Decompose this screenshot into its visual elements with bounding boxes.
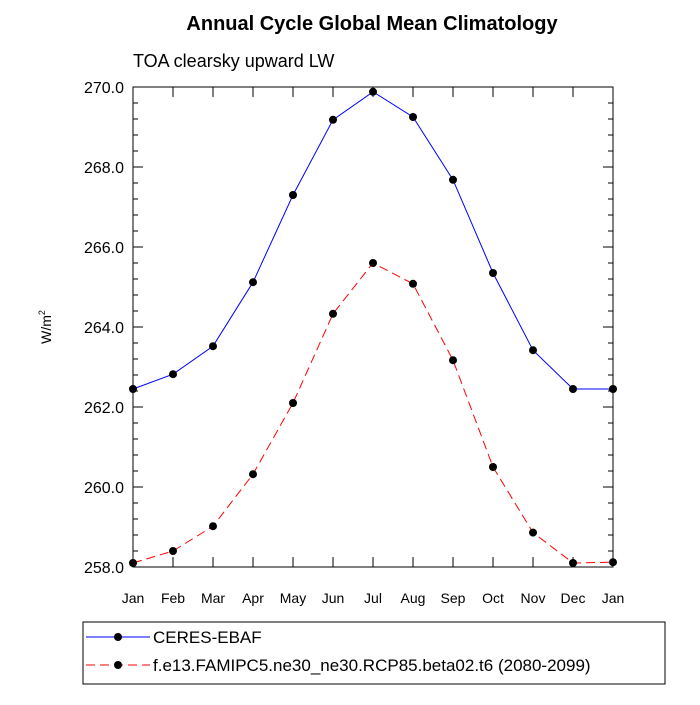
series-line-2	[132, 262, 614, 564]
chart-subtitle: TOA clearsky upward LW	[133, 51, 334, 71]
legend-marker	[114, 661, 122, 669]
chart-title: Annual Cycle Global Mean Climatology	[186, 13, 558, 35]
data-point	[569, 559, 577, 567]
x-tick-label: Oct	[482, 590, 504, 606]
series-line-1	[132, 91, 613, 390]
x-tick-label: Mar	[201, 590, 225, 606]
y-tick-label: 264.0	[84, 320, 124, 337]
legend-marker	[114, 633, 122, 641]
x-tick-label: Sep	[441, 590, 466, 606]
x-tick-label: Apr	[242, 590, 264, 606]
y-tick-label: 260.0	[84, 480, 124, 497]
legend-label-2: f.e13.FAMIPC5.ne30_ne30.RCP85.beta02.t6 …	[153, 656, 591, 675]
data-point	[409, 113, 417, 121]
legend-label-1: CERES-EBAF	[153, 628, 262, 647]
data-point	[289, 399, 297, 407]
x-tick-label: Feb	[161, 590, 185, 606]
x-axis: Jan Feb Mar Apr May Jun Jul Aug Sep Oct Nov Dec Jan	[122, 87, 625, 606]
series-layer	[129, 87, 617, 567]
data-point	[249, 470, 257, 479]
y-tick-label: 270.0	[84, 80, 124, 97]
y-tick-label: 258.0	[84, 560, 124, 577]
data-point	[529, 528, 537, 537]
y-tick-label: 268.0	[84, 160, 124, 177]
data-point	[329, 115, 337, 124]
x-tick-label: Dec	[561, 590, 586, 606]
y-axis-label: W/m2	[37, 310, 54, 344]
data-point	[529, 346, 537, 355]
x-tick-label: Jul	[364, 590, 382, 606]
data-point	[289, 191, 297, 199]
x-tick-label: Jan	[122, 590, 145, 606]
data-point	[369, 87, 377, 96]
y-tick-label: 262.0	[84, 400, 124, 417]
data-point	[449, 175, 457, 184]
y-axis: 258.0 260.0 262.0 264.0 266.0 268.0 270.0	[84, 80, 613, 577]
data-point	[209, 342, 217, 351]
data-point	[169, 547, 177, 555]
x-tick-label: Nov	[521, 590, 546, 606]
data-point	[489, 269, 497, 277]
data-point	[249, 278, 257, 287]
y-axis-label-unit: W/m	[38, 315, 54, 344]
data-point	[169, 370, 177, 379]
data-point	[569, 385, 577, 393]
x-tick-label: Aug	[401, 590, 426, 606]
y-tick-label: 266.0	[84, 240, 124, 257]
data-point	[369, 259, 377, 267]
data-point	[209, 522, 217, 531]
x-tick-label: Jan	[602, 590, 625, 606]
data-point	[409, 279, 417, 288]
y-axis-label-superscript: 2	[37, 310, 47, 315]
data-point	[449, 356, 457, 365]
data-point	[329, 309, 337, 318]
x-tick-label: Jun	[322, 590, 345, 606]
legend: CERES-EBAF f.e13.FAMIPC5.ne30_ne30.RCP85.…	[82, 621, 666, 685]
data-point	[489, 463, 497, 471]
legend-box	[82, 621, 666, 685]
x-tick-label: May	[280, 590, 306, 606]
plot-frame	[132, 86, 614, 568]
